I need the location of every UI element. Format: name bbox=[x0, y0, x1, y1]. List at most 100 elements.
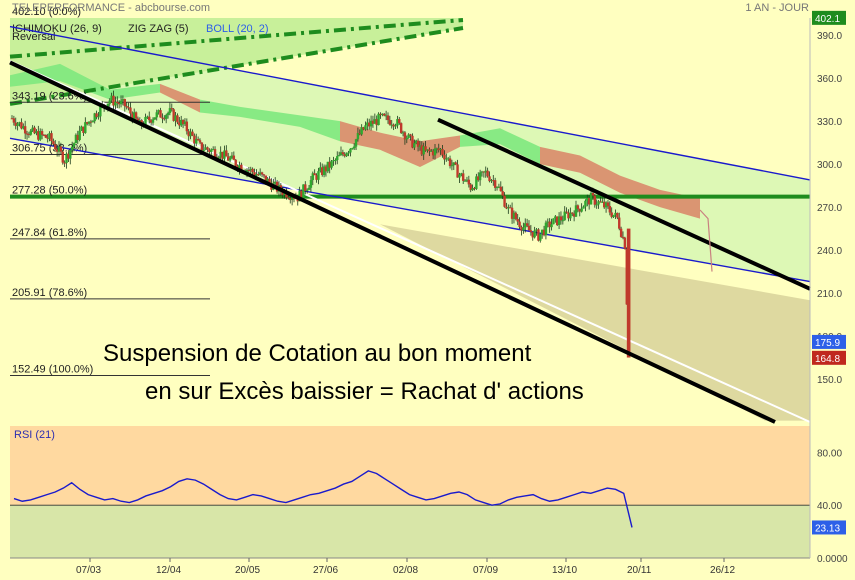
candle-body bbox=[452, 162, 455, 166]
candle-body bbox=[234, 159, 237, 166]
candle-body bbox=[157, 110, 160, 113]
candle-body bbox=[377, 113, 380, 126]
candle-body bbox=[443, 154, 446, 160]
candle-body bbox=[458, 174, 461, 178]
fib-label: 343.19 (23.6%) bbox=[12, 90, 87, 102]
ichimoku-cloud-segment bbox=[160, 83, 200, 113]
rsi-title: RSI (21) bbox=[14, 429, 55, 441]
candle-body bbox=[571, 212, 574, 214]
candle-body bbox=[497, 186, 501, 188]
zigzag-label: ZIG ZAG (5) bbox=[128, 23, 189, 35]
candle-body bbox=[255, 174, 258, 176]
candle-body bbox=[69, 150, 72, 159]
candle-body bbox=[422, 146, 425, 155]
candle-body bbox=[428, 149, 431, 152]
fib-label: 205.91 (78.6%) bbox=[12, 287, 87, 299]
boll-label: BOLL (20, 2) bbox=[206, 23, 269, 35]
candle-body bbox=[369, 120, 373, 127]
candle-body bbox=[117, 103, 121, 105]
candle-body bbox=[413, 143, 416, 148]
candle-body bbox=[473, 188, 476, 190]
timeframe-label[interactable]: 1 AN - JOUR bbox=[745, 2, 809, 14]
candle-body bbox=[390, 124, 393, 126]
candle-body bbox=[213, 149, 217, 158]
rsi-badge-label: 23.13 bbox=[815, 523, 840, 534]
candle-body bbox=[40, 131, 44, 135]
candle-body bbox=[409, 134, 412, 136]
candle-body bbox=[148, 116, 151, 121]
candle-body bbox=[606, 202, 610, 207]
candle-body bbox=[403, 132, 407, 140]
candle-body bbox=[170, 108, 173, 110]
candle-body bbox=[262, 174, 266, 176]
candle-body bbox=[505, 206, 508, 209]
candle-body bbox=[556, 216, 559, 226]
candle-body bbox=[426, 149, 429, 151]
candle-body bbox=[121, 99, 125, 101]
candle-body bbox=[595, 204, 598, 206]
candle-body bbox=[345, 153, 348, 157]
candle-body bbox=[164, 115, 168, 120]
candle-body bbox=[567, 212, 570, 219]
candle-body bbox=[146, 116, 149, 118]
candle-body bbox=[360, 127, 363, 135]
rsi-y-tick-label: 40.00 bbox=[817, 501, 842, 512]
candle-body bbox=[418, 145, 422, 147]
candle-body bbox=[582, 206, 585, 209]
candle-body bbox=[25, 133, 29, 135]
candle-body bbox=[61, 151, 64, 163]
candle-body bbox=[12, 118, 16, 123]
candle-body bbox=[315, 175, 318, 180]
candle-body bbox=[535, 229, 538, 231]
candle-body bbox=[23, 126, 27, 134]
candle-body bbox=[176, 115, 179, 123]
candle-body bbox=[366, 122, 369, 126]
candle-body bbox=[339, 152, 343, 156]
candle-body bbox=[578, 208, 581, 212]
candle-body bbox=[93, 113, 96, 122]
candle-body bbox=[313, 173, 316, 176]
candle-body bbox=[332, 160, 335, 162]
candle-body bbox=[469, 184, 472, 191]
annotation-line1: Suspension de Cotation au bon moment bbox=[103, 340, 532, 367]
candle-body bbox=[478, 172, 482, 181]
candle-body bbox=[364, 125, 367, 130]
candle-body bbox=[527, 225, 531, 231]
candle-body bbox=[448, 158, 452, 167]
candle-body bbox=[321, 167, 324, 176]
rsi-y-tick-label: 0.0000 bbox=[817, 554, 848, 565]
candle-body bbox=[362, 127, 365, 130]
candle-body bbox=[522, 227, 525, 231]
candle-body bbox=[22, 126, 25, 129]
candle-body bbox=[495, 187, 499, 189]
y-tick-label: 300.0 bbox=[817, 160, 842, 171]
candle-body bbox=[375, 119, 378, 126]
candle-body bbox=[33, 127, 36, 134]
candle-body bbox=[501, 191, 504, 196]
candle-body bbox=[514, 212, 518, 220]
candle-body bbox=[471, 188, 474, 191]
candle-body bbox=[546, 221, 549, 223]
candle-body bbox=[334, 159, 337, 161]
candle-body bbox=[394, 125, 397, 127]
candle-body bbox=[16, 123, 19, 126]
fib-label: 402.10 (0.0%) bbox=[12, 6, 81, 18]
candle-body bbox=[42, 134, 46, 136]
candle-body bbox=[623, 237, 627, 249]
candle-body bbox=[240, 164, 243, 171]
candle-body bbox=[305, 189, 309, 191]
candle-body bbox=[437, 148, 440, 151]
candle-body bbox=[180, 119, 183, 126]
candle-body bbox=[249, 168, 252, 171]
candle-body bbox=[467, 179, 471, 185]
ichimoku-cloud-segment bbox=[380, 132, 420, 167]
candle-body bbox=[39, 131, 42, 140]
candle-body bbox=[392, 124, 395, 127]
candle-body bbox=[482, 171, 486, 173]
trendline-main bbox=[9, 60, 776, 424]
candle-body bbox=[552, 218, 555, 225]
candle-body bbox=[149, 120, 153, 123]
candle-body bbox=[18, 122, 21, 124]
y-tick-label: 150.0 bbox=[817, 375, 842, 386]
